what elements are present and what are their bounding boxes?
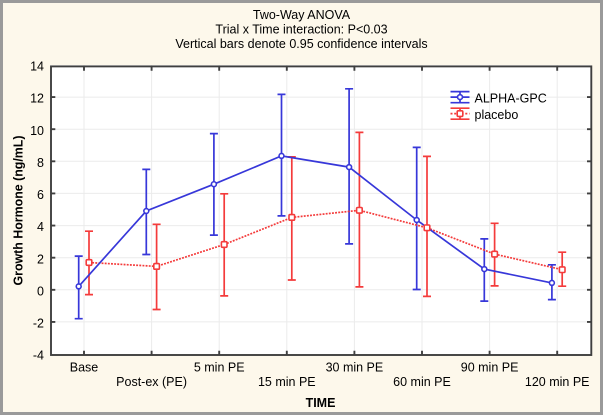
svg-text:90 min PE: 90 min PE bbox=[461, 361, 519, 375]
svg-text:-4: -4 bbox=[33, 349, 44, 363]
svg-text:8: 8 bbox=[37, 156, 44, 170]
svg-text:6: 6 bbox=[37, 188, 44, 202]
svg-text:10: 10 bbox=[30, 124, 44, 138]
svg-text:4: 4 bbox=[37, 220, 44, 234]
svg-text:Post-ex (PE): Post-ex (PE) bbox=[116, 375, 187, 389]
svg-text:Trial x Time interaction: P<0.: Trial x Time interaction: P<0.03 bbox=[215, 23, 387, 37]
svg-text:120 min PE: 120 min PE bbox=[525, 375, 590, 389]
svg-text:TIME: TIME bbox=[306, 396, 336, 410]
svg-text:ALPHA-GPC: ALPHA-GPC bbox=[475, 92, 547, 106]
svg-text:12: 12 bbox=[30, 92, 44, 106]
svg-text:-2: -2 bbox=[33, 317, 44, 331]
svg-text:60 min PE: 60 min PE bbox=[393, 375, 451, 389]
svg-text:14: 14 bbox=[30, 60, 44, 74]
svg-text:2: 2 bbox=[37, 252, 44, 266]
svg-text:Growth Hormone (ng/mL): Growth Hormone (ng/mL) bbox=[11, 136, 25, 286]
svg-text:Vertical bars denote 0.95 conf: Vertical bars denote 0.95 confidence int… bbox=[175, 37, 427, 51]
svg-text:placebo: placebo bbox=[475, 108, 519, 122]
svg-text:Base: Base bbox=[70, 361, 99, 375]
svg-text:Two-Way ANOVA: Two-Way ANOVA bbox=[253, 8, 351, 22]
svg-text:15 min PE: 15 min PE bbox=[258, 375, 316, 389]
svg-text:5 min PE: 5 min PE bbox=[194, 361, 245, 375]
svg-text:0: 0 bbox=[37, 284, 44, 298]
svg-text:30 min PE: 30 min PE bbox=[326, 361, 384, 375]
